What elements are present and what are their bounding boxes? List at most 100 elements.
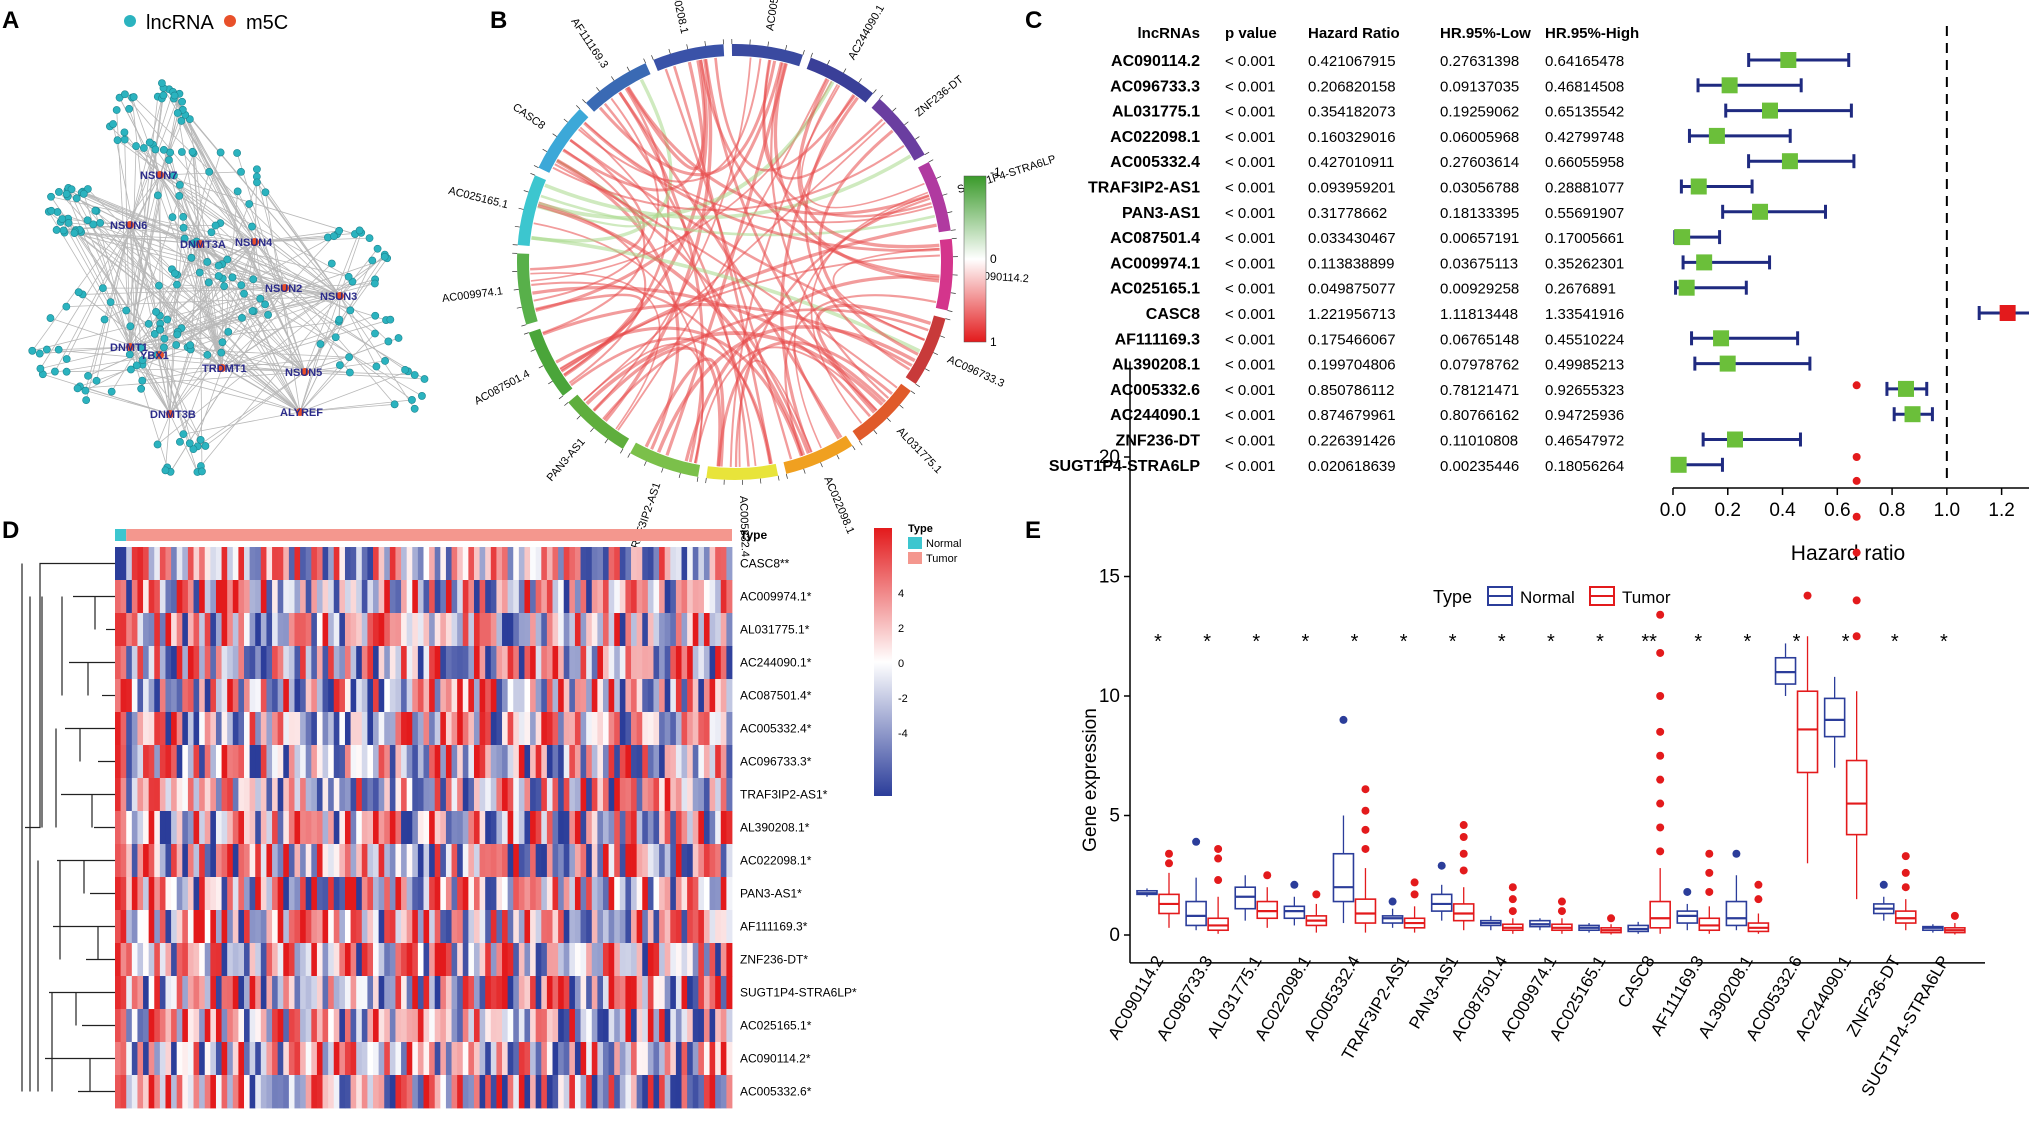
- heatmap-cell: [659, 613, 666, 647]
- heatmap-cell: [530, 877, 537, 911]
- heatmap-cell: [602, 910, 609, 944]
- table-cell: 0.55691907: [1545, 205, 1624, 222]
- heatmap-cell: [249, 547, 256, 581]
- heatmap-cell: [552, 613, 559, 647]
- heatmap-cell: [608, 778, 615, 812]
- table-cell: 0.19259062: [1440, 104, 1519, 121]
- heatmap-cell: [703, 778, 710, 812]
- boxplot-box: [1332, 852, 1355, 903]
- heatmap-cell: [260, 679, 267, 713]
- lncrna-node: [144, 319, 153, 328]
- lncrna-node: [82, 396, 91, 405]
- heatmap-cell: [210, 1009, 217, 1043]
- heatmap-cell: [625, 1042, 632, 1076]
- heatmap-cell: [479, 877, 486, 911]
- heatmap-cell: [227, 844, 234, 878]
- network-edge: [254, 230, 340, 243]
- heatmap-cell: [120, 547, 127, 581]
- heatmap-cell: [445, 547, 452, 581]
- chord-tick: [564, 402, 569, 406]
- heatmap-cell: [283, 613, 290, 647]
- heatmap-cell: [675, 1075, 682, 1109]
- heatmap-cell: [333, 646, 340, 680]
- boxplot-outlier: [1852, 548, 1861, 557]
- heatmap-cell: [703, 910, 710, 944]
- heatmap-cell: [535, 580, 542, 614]
- network-edge: [299, 333, 376, 413]
- boxplot-y-tick-label: 5: [1109, 806, 1120, 827]
- heatmap-cell: [143, 646, 150, 680]
- chord-tick: [951, 237, 957, 240]
- table-cell: 1.33541916: [1545, 306, 1624, 323]
- heatmap-cell: [283, 1009, 290, 1043]
- chord-link: [664, 68, 793, 460]
- heatmap-cell: [389, 712, 396, 746]
- m5c-hub-node: [301, 368, 309, 376]
- heatmap-cell: [154, 910, 161, 944]
- heatmap-cell: [535, 811, 542, 845]
- heatmap-cell: [563, 1075, 570, 1109]
- lncrna-node: [253, 165, 261, 174]
- heatmap-cell: [244, 877, 251, 911]
- heatmap-cell: [322, 646, 329, 680]
- heatmap-cell: [664, 745, 671, 779]
- heatmap-cell: [249, 1075, 256, 1109]
- heatmap-cell: [131, 910, 138, 944]
- heatmap-cell: [406, 745, 413, 779]
- heatmap-cell: [266, 877, 273, 911]
- heatmap-cell: [384, 811, 391, 845]
- network-edge: [67, 218, 161, 356]
- heatmap-cell: [260, 646, 267, 680]
- heatmap-cell: [227, 1075, 234, 1109]
- heatmap-cell: [356, 679, 363, 713]
- heatmap-cell: [647, 943, 654, 977]
- heatmap-cell: [159, 613, 166, 647]
- heatmap-annotation-normal: [115, 529, 127, 541]
- boxplot-box: [1774, 656, 1797, 685]
- heatmap-cell: [518, 1009, 525, 1043]
- heatmap-cell: [423, 910, 430, 944]
- heatmap-cell: [681, 712, 688, 746]
- heatmap-cell: [300, 712, 307, 746]
- heatmap-cell: [115, 811, 122, 845]
- heatmap-cell: [328, 943, 335, 977]
- heatmap-cell: [586, 943, 593, 977]
- heatmap-cell: [574, 910, 581, 944]
- heatmap-cell: [361, 646, 368, 680]
- heatmap-cell: [215, 943, 222, 977]
- heatmap-cell: [473, 877, 480, 911]
- heatmap-cell: [619, 1075, 626, 1109]
- lncrna-node: [223, 255, 232, 264]
- boxplot-outlier: [1361, 785, 1370, 794]
- heatmap-cell: [524, 877, 531, 911]
- lncrna-node: [84, 371, 92, 380]
- chord-tick: [899, 404, 904, 409]
- heatmap-cell: [199, 778, 206, 812]
- lncrna-node: [214, 272, 223, 280]
- heatmap-cell: [558, 679, 565, 713]
- heatmap-cell: [333, 679, 340, 713]
- heatmap-cell: [277, 613, 284, 647]
- lncrna-node: [122, 306, 131, 315]
- heatmap-cell: [664, 1075, 671, 1109]
- network-edge: [284, 287, 406, 371]
- network-edge: [57, 211, 171, 415]
- heatmap-cell: [653, 877, 660, 911]
- table-cell: 0.27631398: [1440, 53, 1519, 70]
- boxplot-outlier: [1388, 897, 1397, 906]
- heatmap-cell: [131, 877, 138, 911]
- heatmap-cell: [597, 943, 604, 977]
- heatmap-cell: [451, 844, 458, 878]
- heatmap-cell: [159, 877, 166, 911]
- heatmap-cell: [485, 910, 492, 944]
- heatmap-scale-tick-label: -2: [898, 693, 908, 705]
- heatmap-cell: [389, 646, 396, 680]
- heatmap-cell: [703, 976, 710, 1010]
- heatmap-cell: [726, 646, 733, 680]
- heatmap-cell: [182, 1075, 189, 1109]
- heatmap-cell: [586, 877, 593, 911]
- heatmap-cell: [541, 745, 548, 779]
- heatmap-cell: [614, 646, 621, 680]
- lncrna-node: [42, 345, 51, 354]
- heatmap-cell: [260, 1075, 267, 1109]
